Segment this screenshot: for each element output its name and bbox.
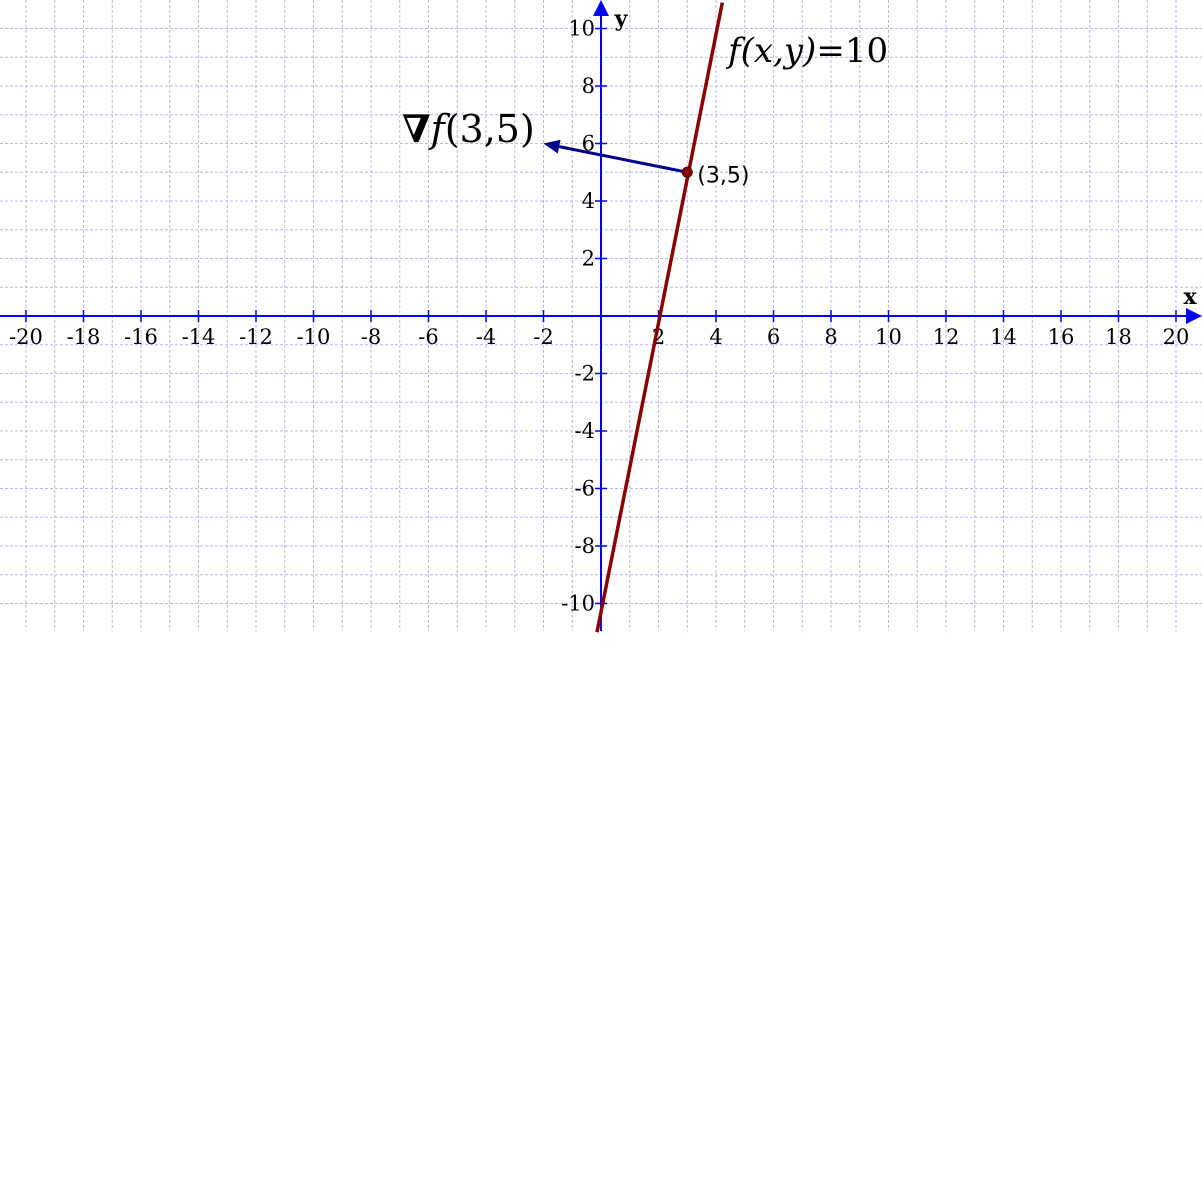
y-axis-label: y [614,6,629,32]
y-axis-arrowhead [593,0,609,16]
y-tick-label: 8 [582,74,595,98]
y-tick-label: -2 [575,362,595,386]
level-curve-gradient-plot: -20 -18 -16 -14 -12 -10 -8 -6 -4 -2 2 4 6 8 10 12 14 16 18… [0,0,1202,633]
x-tick-label: -6 [418,325,438,349]
gradient-vector-label: ∇f(3,5) [402,106,535,151]
x-tick-label: 8 [824,325,837,349]
gradient-vector-line [558,145,688,174]
y-tick-label: -6 [575,477,595,501]
axes [0,0,1202,631]
x-tick-label: -10 [297,325,331,349]
level-curve-label: f(x,y)=10 [725,31,888,71]
x-tick-label: 10 [875,325,902,349]
vector-label-args: (3,5) [445,107,535,151]
x-tick-label: 4 [709,325,722,349]
x-tick-label: 16 [1048,325,1075,349]
x-tick-label: 12 [933,325,960,349]
x-tick-label: 20 [1163,325,1190,349]
x-axis-arrowhead [1186,308,1202,324]
x-tick-label: -14 [182,325,216,349]
x-tick-label: 18 [1105,325,1132,349]
y-tick-label: -8 [575,534,595,558]
y-tick-label: -4 [575,419,595,443]
x-tick-label: -20 [9,325,43,349]
point-label: (3,5) [697,163,749,188]
x-tick-label: -8 [361,325,381,349]
y-tick-label: 6 [582,132,595,156]
series-layer [543,2,725,633]
curve-label-eq: =10 [816,31,888,71]
y-tick-label: 2 [582,247,595,271]
x-tick-label: 14 [990,325,1017,349]
x-tick-label: -2 [533,325,553,349]
y-tick-label: 10 [568,17,595,41]
x-tick-label: -16 [124,325,158,349]
x-tick-label: -18 [67,325,101,349]
x-tick-label: -12 [239,325,273,349]
gradient-vector-arrowhead [543,139,561,154]
x-tick-label: 6 [767,325,780,349]
point-marker [681,166,693,178]
y-tick-label: 4 [582,189,595,213]
y-tick-label: -10 [561,592,595,616]
x-axis-label: x [1183,284,1197,310]
curve-label-args: (x,y) [741,31,817,71]
nabla-symbol: ∇ [402,106,431,151]
x-tick-label: -4 [476,325,496,349]
tick-labels: -20 -18 -16 -14 -12 -10 -8 -6 -4 -2 2 4 6 8 10 12 14 16 18… [9,17,1189,616]
level-curve-line [595,2,725,633]
